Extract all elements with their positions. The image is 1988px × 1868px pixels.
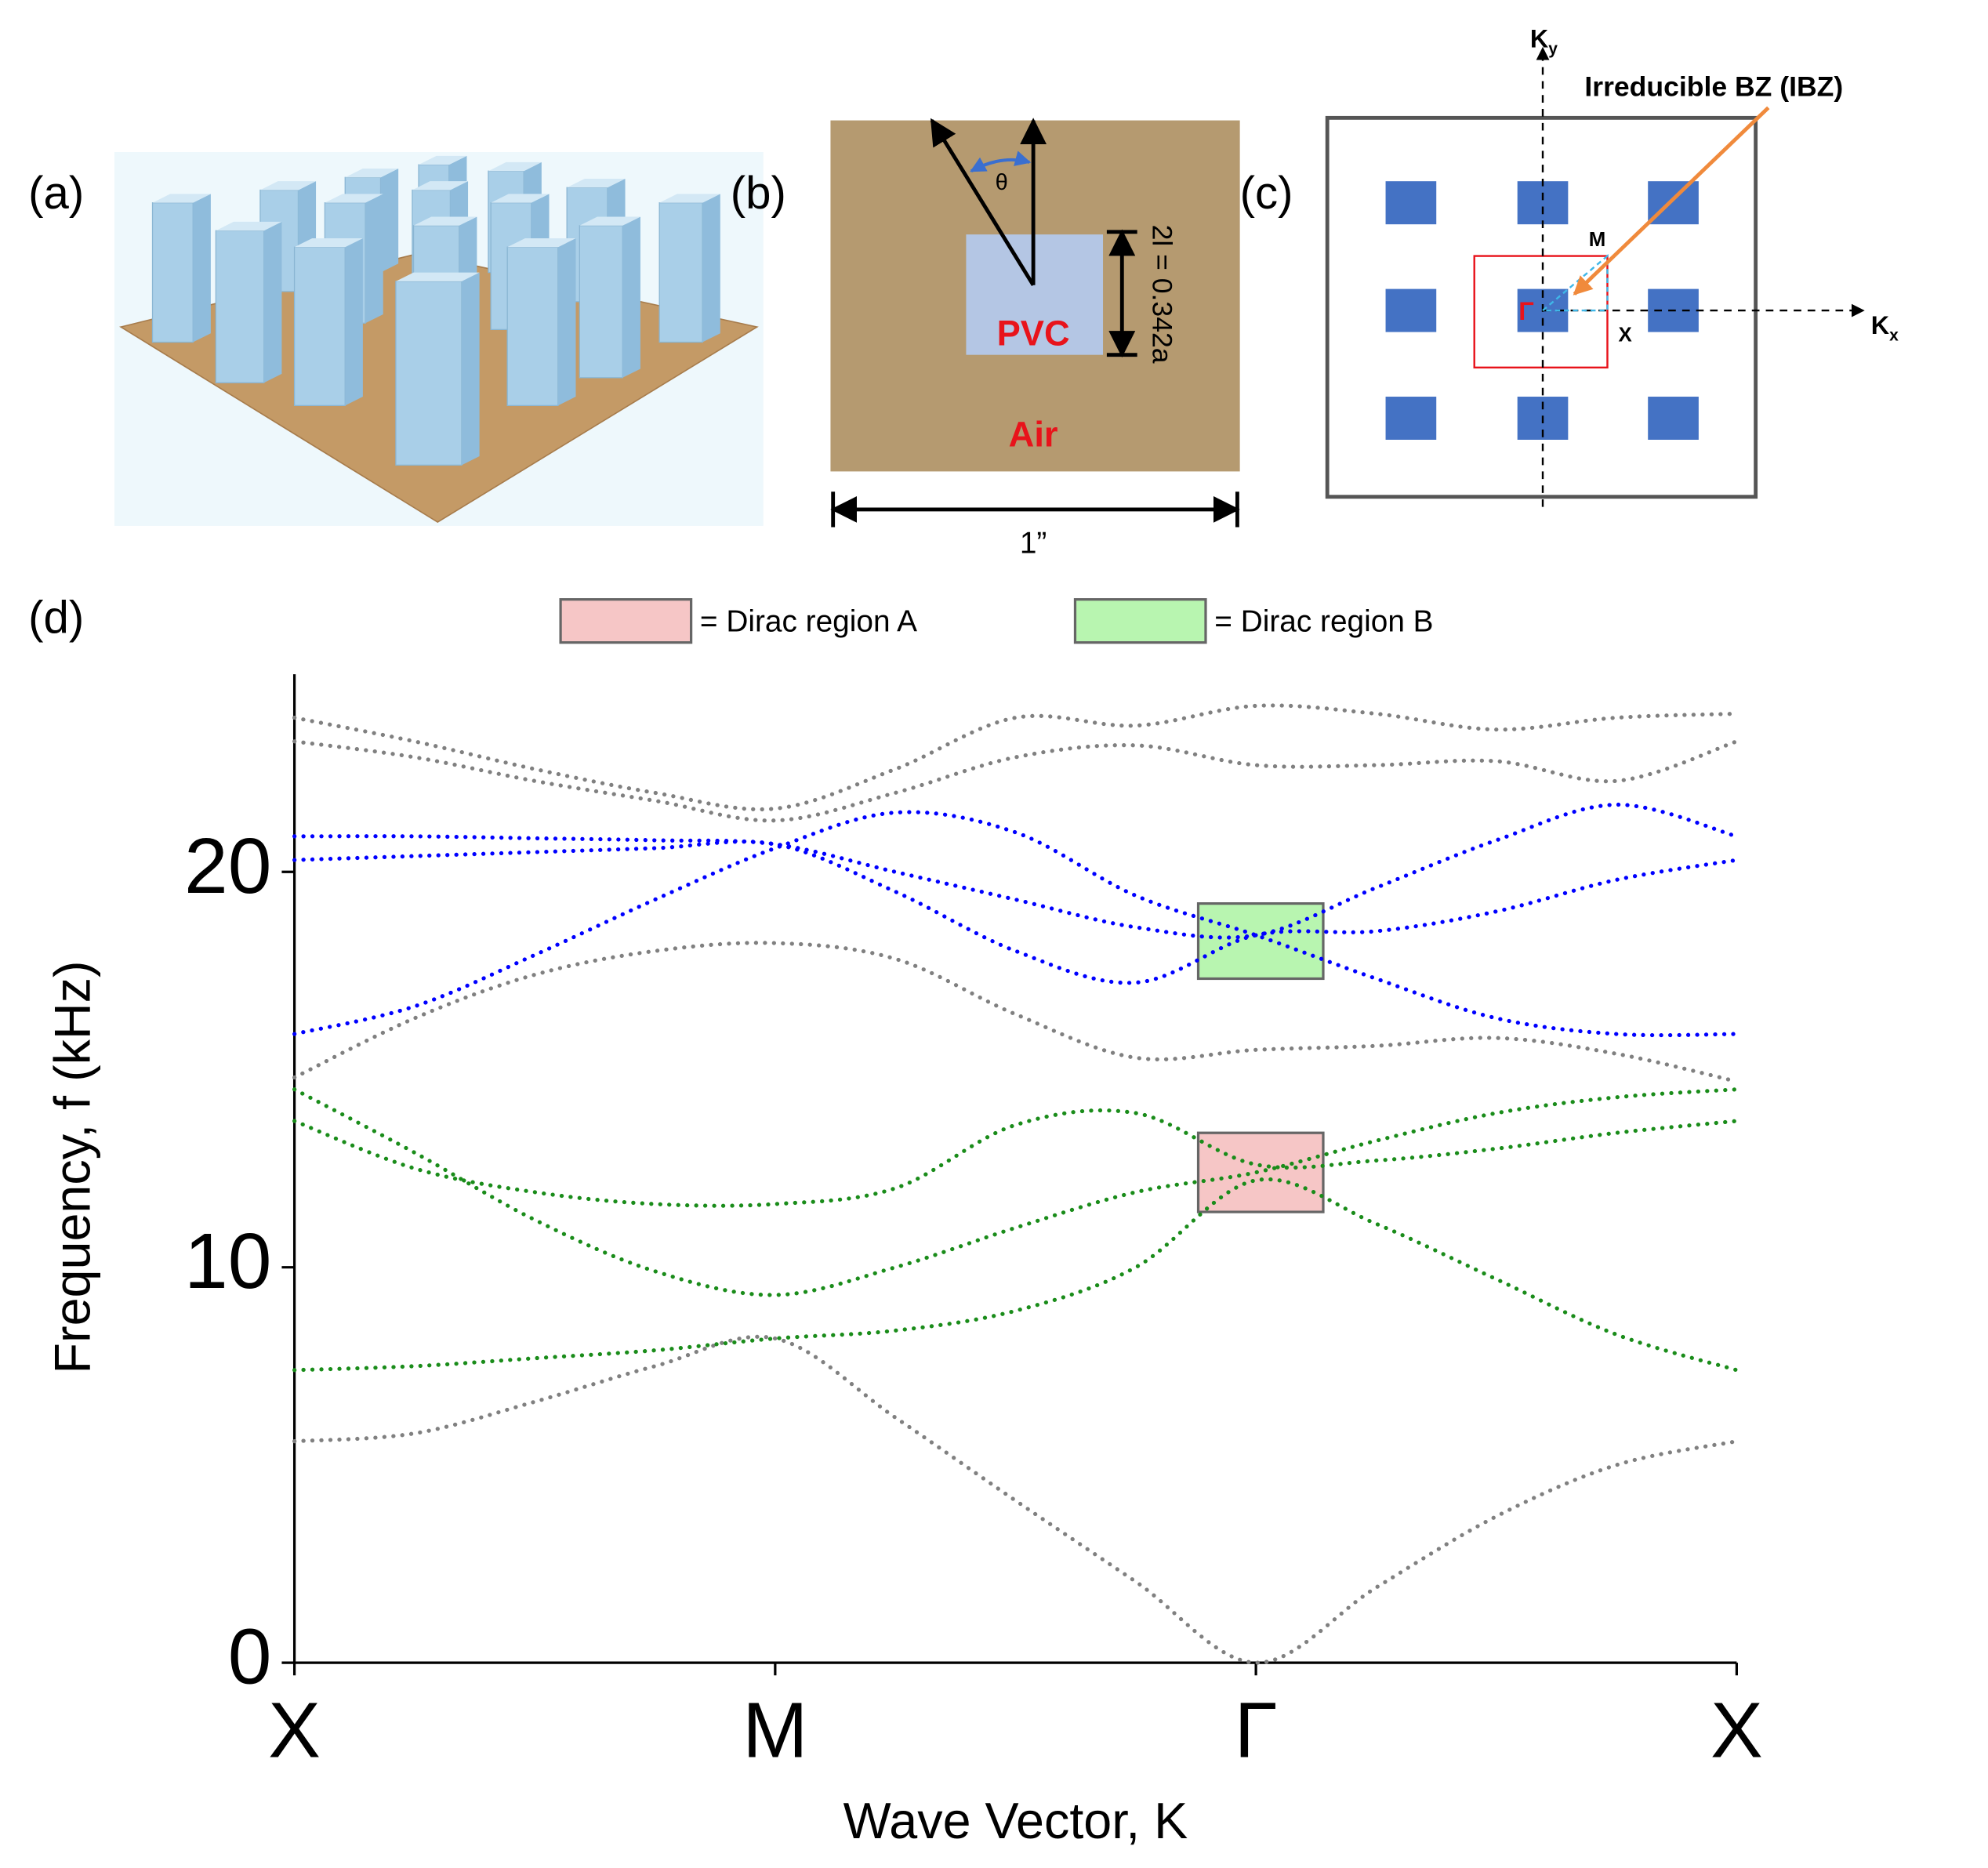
lattice-pillar bbox=[1385, 181, 1437, 225]
pillar-side bbox=[345, 238, 363, 406]
pillar-top bbox=[507, 238, 576, 248]
legend-swatch bbox=[559, 598, 693, 644]
y-tick-label: 20 bbox=[184, 822, 271, 910]
dirac-region bbox=[1196, 1131, 1325, 1213]
x-tick-label: X bbox=[268, 1686, 321, 1774]
pillar-side bbox=[365, 194, 383, 324]
y-tick-label: 10 bbox=[184, 1217, 271, 1305]
point-label: M bbox=[1589, 229, 1606, 251]
pillar-face bbox=[395, 281, 463, 466]
angle-arc bbox=[970, 151, 1032, 173]
pillar-top bbox=[413, 216, 477, 226]
pillar-face bbox=[579, 225, 623, 379]
dirac-region bbox=[1196, 902, 1325, 981]
pillar-top bbox=[152, 194, 211, 203]
band-line bbox=[292, 703, 1739, 812]
band-line bbox=[292, 802, 1739, 940]
material-label: PVC bbox=[997, 313, 1070, 353]
pillar-side bbox=[380, 169, 399, 273]
pillar-top bbox=[259, 181, 317, 190]
pillar-top bbox=[294, 238, 363, 248]
pillar-top bbox=[216, 221, 282, 231]
axis-label-sub: y bbox=[1548, 40, 1558, 58]
x-tick-label: X bbox=[1710, 1686, 1763, 1774]
band-line bbox=[292, 810, 1739, 1038]
pillar-top bbox=[419, 155, 467, 165]
panel-label: (b) bbox=[731, 168, 786, 219]
pillar-top bbox=[491, 194, 550, 203]
panel-label: (c) bbox=[1240, 168, 1293, 219]
ibz-label: Irreducible BZ (IBZ) bbox=[1584, 71, 1843, 103]
pillar-side bbox=[557, 238, 576, 406]
axis-label-sub: x bbox=[1889, 326, 1899, 344]
pillar-top bbox=[488, 161, 542, 172]
axis-label-base: K bbox=[1871, 311, 1890, 339]
pillar-side bbox=[461, 272, 480, 466]
pillar-side bbox=[193, 194, 211, 343]
material-label: Air bbox=[1009, 415, 1058, 455]
panel-label: (d) bbox=[28, 593, 84, 644]
legend-label: = Dirac region A bbox=[700, 605, 917, 639]
panel-c bbox=[1325, 46, 1865, 507]
pillar-face bbox=[293, 246, 346, 406]
width-label: 1” bbox=[1020, 526, 1047, 560]
axis-label: Ky bbox=[1530, 24, 1558, 57]
axis-label: Kx bbox=[1871, 311, 1899, 344]
x-axis-title: Wave Vector, K bbox=[843, 1792, 1188, 1849]
panel-a bbox=[114, 152, 764, 526]
pillar-side bbox=[263, 221, 282, 383]
pillar-face bbox=[506, 246, 559, 406]
ibz-triangle bbox=[1542, 253, 1609, 312]
pillar-top bbox=[325, 194, 383, 203]
axis-label-base: K bbox=[1530, 24, 1549, 53]
lattice-pillar bbox=[1385, 397, 1437, 440]
pillar-top bbox=[395, 272, 480, 281]
plot-area: 0 10 20 X M Γ X = Dirac region A = Dirac region … bbox=[184, 598, 1763, 1774]
pillar-side bbox=[702, 194, 720, 343]
pillar-top bbox=[659, 194, 720, 203]
point-label: X bbox=[1618, 324, 1632, 346]
y-axis-title: Frequency, f (kHz) bbox=[44, 960, 101, 1373]
band-line bbox=[292, 941, 1739, 1084]
ibz-box bbox=[1473, 255, 1609, 369]
band-line bbox=[292, 739, 1739, 823]
legend-swatch bbox=[1073, 598, 1207, 644]
pillar-face bbox=[215, 230, 265, 383]
pillar-top bbox=[412, 181, 469, 190]
legend-label: = Dirac region B bbox=[1214, 605, 1433, 639]
height-label: 2l = 0.342a bbox=[1146, 225, 1177, 364]
lattice-pillar bbox=[1517, 181, 1569, 225]
band-line bbox=[292, 1177, 1739, 1373]
lattice-pillar bbox=[1385, 288, 1437, 332]
pillar-top bbox=[579, 216, 640, 226]
panel-label: (a) bbox=[28, 168, 84, 219]
pillar-face bbox=[151, 202, 194, 343]
pillar-side bbox=[622, 216, 640, 378]
lattice-pillar bbox=[1648, 397, 1699, 440]
arrow bbox=[930, 118, 1036, 287]
pointer-arrow bbox=[1573, 106, 1770, 296]
x-tick-label: Γ bbox=[1235, 1686, 1278, 1774]
band-line bbox=[292, 840, 1739, 985]
pillar-face bbox=[658, 202, 703, 343]
band-line bbox=[292, 1087, 1739, 1297]
angle-label: θ bbox=[996, 170, 1008, 195]
panel-b bbox=[830, 118, 1240, 528]
point-label: Γ bbox=[1518, 297, 1533, 325]
pillar-top bbox=[345, 169, 399, 178]
band-line bbox=[292, 1334, 1739, 1665]
x-tick-label: M bbox=[742, 1686, 807, 1774]
y-tick-label: 0 bbox=[228, 1613, 272, 1701]
pillar-top bbox=[567, 178, 626, 188]
band-line bbox=[292, 1108, 1739, 1208]
